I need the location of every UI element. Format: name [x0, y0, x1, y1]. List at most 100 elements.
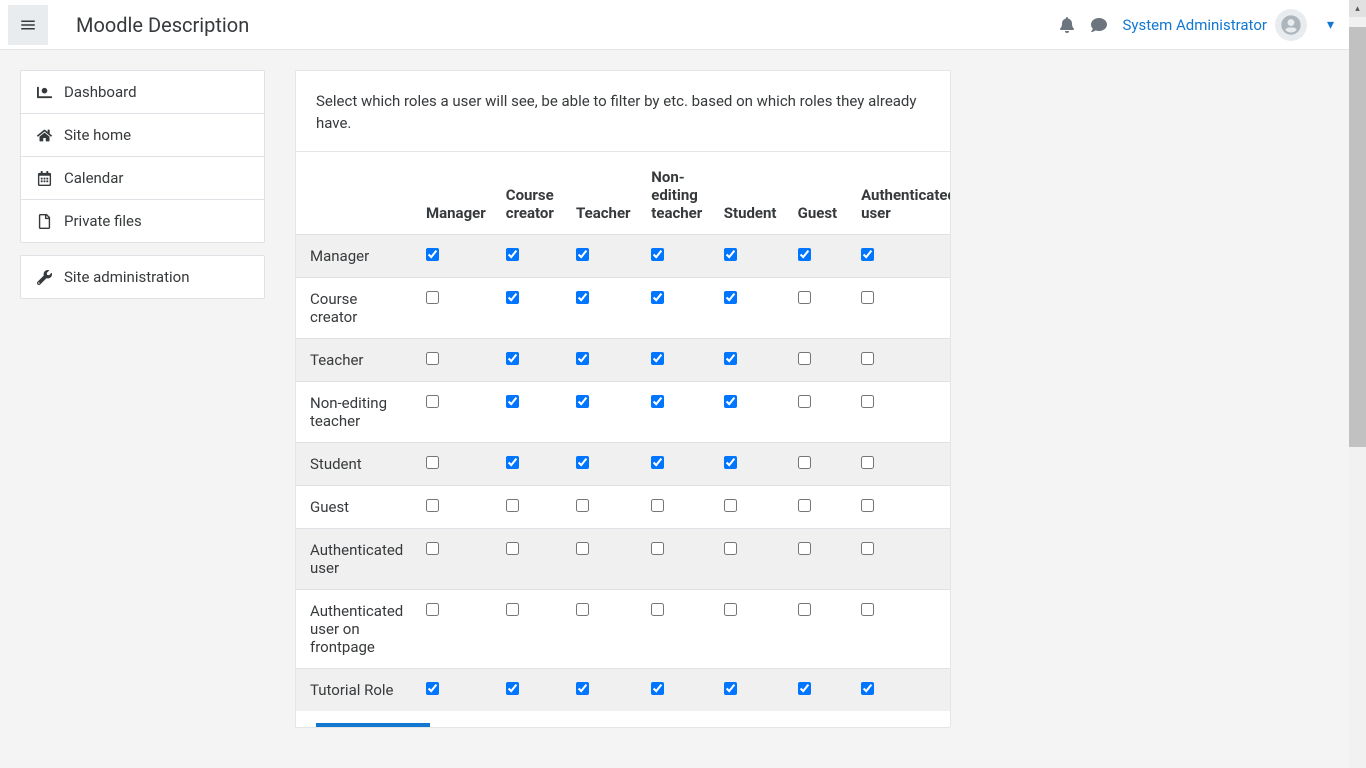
column-header: Teacher: [566, 152, 641, 235]
checkbox-cell: [416, 338, 496, 381]
checkbox-cell: [714, 668, 788, 711]
save-button[interactable]: [316, 723, 430, 727]
hamburger-icon: [19, 16, 37, 34]
sidebar-item-site-home[interactable]: Site home: [21, 114, 264, 157]
role-checkbox[interactable]: [576, 291, 589, 304]
role-checkbox[interactable]: [861, 603, 874, 616]
role-checkbox[interactable]: [724, 542, 737, 555]
role-visibility-card: Select which roles a user will see, be a…: [295, 70, 951, 728]
role-checkbox[interactable]: [651, 542, 664, 555]
role-checkbox[interactable]: [798, 395, 811, 408]
role-checkbox[interactable]: [651, 248, 664, 261]
role-checkbox[interactable]: [861, 352, 874, 365]
scrollbar-thumb[interactable]: [1349, 27, 1366, 447]
checkbox-cell: [566, 485, 641, 528]
role-checkbox[interactable]: [506, 291, 519, 304]
role-checkbox[interactable]: [506, 499, 519, 512]
role-checkbox[interactable]: [861, 499, 874, 512]
role-checkbox[interactable]: [651, 682, 664, 695]
checkbox-cell: [714, 381, 788, 442]
role-checkbox[interactable]: [798, 542, 811, 555]
table-row: Non-editing teacher: [296, 381, 950, 442]
sidebar-nav-admin: Site administration: [20, 255, 265, 299]
role-checkbox[interactable]: [426, 395, 439, 408]
role-checkbox[interactable]: [724, 291, 737, 304]
role-checkbox[interactable]: [724, 682, 737, 695]
role-checkbox[interactable]: [798, 248, 811, 261]
notifications-icon[interactable]: [1059, 17, 1075, 33]
role-checkbox[interactable]: [798, 682, 811, 695]
role-checkbox[interactable]: [651, 456, 664, 469]
site-name[interactable]: Moodle Description: [76, 13, 249, 37]
role-checkbox[interactable]: [426, 603, 439, 616]
role-checkbox[interactable]: [798, 291, 811, 304]
role-checkbox[interactable]: [506, 248, 519, 261]
role-checkbox[interactable]: [506, 395, 519, 408]
role-checkbox[interactable]: [724, 352, 737, 365]
table-row: Teacher: [296, 338, 950, 381]
sidebar-item-private-files[interactable]: Private files: [21, 200, 264, 242]
role-checkbox[interactable]: [651, 291, 664, 304]
role-checkbox[interactable]: [798, 456, 811, 469]
role-checkbox[interactable]: [426, 291, 439, 304]
vertical-scrollbar[interactable]: ▴: [1349, 0, 1366, 768]
role-checkbox[interactable]: [576, 603, 589, 616]
checkbox-cell: [788, 589, 851, 668]
nav-drawer-toggle[interactable]: [8, 5, 48, 45]
checkbox-cell: [496, 234, 566, 277]
role-table-wrap: ManagerCourse creatorTeacherNon-editing …: [296, 152, 950, 711]
role-checkbox[interactable]: [506, 682, 519, 695]
role-checkbox[interactable]: [506, 542, 519, 555]
role-checkbox[interactable]: [576, 395, 589, 408]
role-checkbox[interactable]: [576, 248, 589, 261]
role-checkbox[interactable]: [724, 248, 737, 261]
table-row: Guest: [296, 485, 950, 528]
role-checkbox[interactable]: [724, 603, 737, 616]
role-checkbox[interactable]: [651, 603, 664, 616]
checkbox-cell: [851, 338, 950, 381]
role-checkbox[interactable]: [426, 456, 439, 469]
sidebar-item-site-administration[interactable]: Site administration: [21, 256, 264, 298]
role-checkbox[interactable]: [506, 352, 519, 365]
role-checkbox[interactable]: [576, 682, 589, 695]
role-checkbox[interactable]: [798, 352, 811, 365]
role-checkbox[interactable]: [861, 682, 874, 695]
role-checkbox[interactable]: [861, 456, 874, 469]
role-checkbox[interactable]: [506, 603, 519, 616]
role-checkbox[interactable]: [426, 248, 439, 261]
role-checkbox[interactable]: [651, 499, 664, 512]
table-row: Course creator: [296, 277, 950, 338]
role-checkbox[interactable]: [576, 542, 589, 555]
role-checkbox[interactable]: [861, 542, 874, 555]
role-checkbox[interactable]: [576, 456, 589, 469]
table-row: Authenticated user on frontpage: [296, 589, 950, 668]
role-checkbox[interactable]: [724, 456, 737, 469]
role-checkbox[interactable]: [861, 291, 874, 304]
role-checkbox[interactable]: [576, 352, 589, 365]
role-checkbox[interactable]: [426, 352, 439, 365]
role-checkbox[interactable]: [651, 352, 664, 365]
role-checkbox[interactable]: [651, 395, 664, 408]
role-checkbox[interactable]: [576, 499, 589, 512]
checkbox-cell: [851, 277, 950, 338]
role-checkbox[interactable]: [861, 248, 874, 261]
role-checkbox[interactable]: [506, 456, 519, 469]
role-checkbox[interactable]: [798, 499, 811, 512]
role-checkbox[interactable]: [861, 395, 874, 408]
sidebar-item-calendar[interactable]: Calendar: [21, 157, 264, 200]
role-checkbox[interactable]: [798, 603, 811, 616]
user-menu[interactable]: System Administrator ▾: [1123, 9, 1335, 41]
sidebar-item-dashboard[interactable]: Dashboard: [21, 71, 264, 114]
wrench-icon: [36, 270, 52, 285]
scroll-up-icon[interactable]: ▴: [1349, 0, 1366, 17]
row-label: Student: [296, 442, 416, 485]
role-checkbox[interactable]: [426, 542, 439, 555]
role-checkbox[interactable]: [426, 682, 439, 695]
role-checkbox[interactable]: [426, 499, 439, 512]
messages-icon[interactable]: [1091, 17, 1107, 33]
home-icon: [36, 128, 52, 143]
checkbox-cell: [641, 668, 714, 711]
role-checkbox[interactable]: [724, 499, 737, 512]
column-header: Non-editing teacher: [641, 152, 714, 235]
role-checkbox[interactable]: [724, 395, 737, 408]
